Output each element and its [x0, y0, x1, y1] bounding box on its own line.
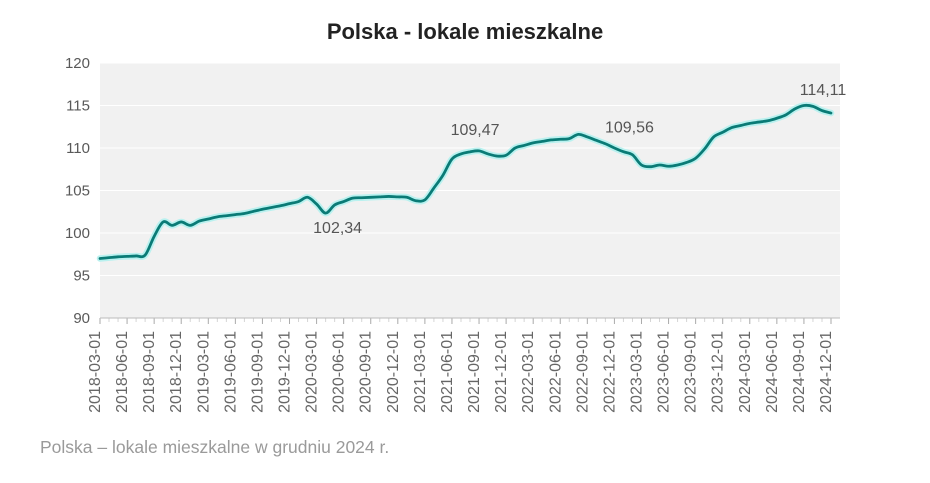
svg-text:2021-06-01: 2021-06-01 — [439, 331, 456, 413]
svg-text:2018-03-01: 2018-03-01 — [87, 331, 104, 413]
svg-text:2018-12-01: 2018-12-01 — [168, 331, 185, 413]
svg-text:2024-09-01: 2024-09-01 — [791, 331, 808, 413]
svg-text:2024-12-01: 2024-12-01 — [818, 331, 835, 413]
svg-text:2024-06-01: 2024-06-01 — [764, 331, 781, 413]
svg-text:114,11: 114,11 — [800, 82, 847, 99]
svg-text:90: 90 — [73, 310, 90, 327]
svg-text:2019-06-01: 2019-06-01 — [222, 331, 239, 413]
svg-text:2020-12-01: 2020-12-01 — [385, 331, 402, 413]
svg-text:2019-12-01: 2019-12-01 — [277, 331, 294, 413]
svg-text:2022-12-01: 2022-12-01 — [601, 331, 618, 413]
svg-text:2022-06-01: 2022-06-01 — [547, 331, 564, 413]
svg-text:102,34: 102,34 — [313, 220, 362, 237]
svg-text:109,47: 109,47 — [451, 122, 500, 139]
svg-text:2021-03-01: 2021-03-01 — [412, 331, 429, 413]
svg-text:2023-12-01: 2023-12-01 — [710, 331, 727, 413]
svg-text:2020-09-01: 2020-09-01 — [358, 331, 375, 413]
svg-text:2021-12-01: 2021-12-01 — [493, 331, 510, 413]
svg-text:2021-09-01: 2021-09-01 — [466, 331, 483, 413]
svg-text:2018-06-01: 2018-06-01 — [114, 331, 131, 413]
svg-text:2020-03-01: 2020-03-01 — [304, 331, 321, 413]
svg-text:120: 120 — [65, 55, 90, 72]
svg-text:95: 95 — [73, 268, 90, 285]
svg-text:100: 100 — [65, 225, 90, 242]
svg-text:2019-03-01: 2019-03-01 — [195, 331, 212, 413]
svg-text:2023-09-01: 2023-09-01 — [683, 331, 700, 413]
svg-text:2019-09-01: 2019-09-01 — [249, 331, 266, 413]
svg-text:105: 105 — [65, 183, 90, 200]
svg-text:2022-09-01: 2022-09-01 — [574, 331, 591, 413]
svg-text:2022-03-01: 2022-03-01 — [520, 331, 537, 413]
svg-text:2020-06-01: 2020-06-01 — [331, 331, 348, 413]
svg-text:115: 115 — [66, 98, 90, 115]
svg-text:110: 110 — [66, 140, 90, 157]
svg-text:2023-03-01: 2023-03-01 — [628, 331, 645, 413]
svg-text:2018-09-01: 2018-09-01 — [141, 331, 158, 413]
svg-text:2023-06-01: 2023-06-01 — [656, 331, 673, 413]
svg-text:2024-03-01: 2024-03-01 — [737, 331, 754, 413]
svg-text:109,56: 109,56 — [605, 120, 654, 137]
